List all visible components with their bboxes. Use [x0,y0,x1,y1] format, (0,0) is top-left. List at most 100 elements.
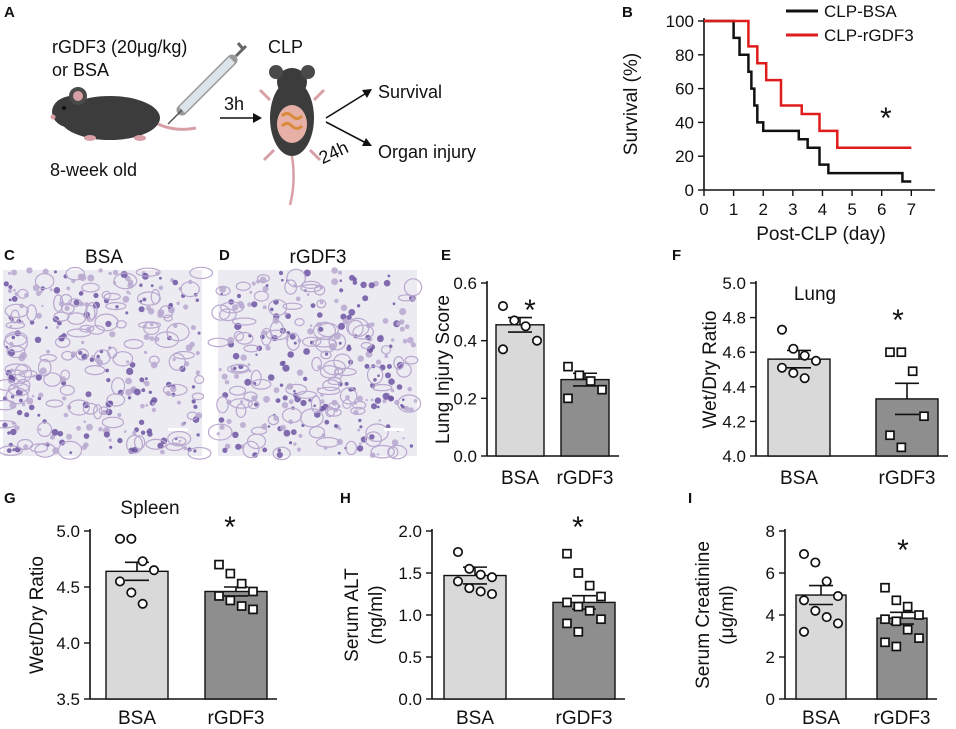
panel-e-category-label: rGDF3 [557,468,614,489]
tissue-alveolus [112,351,134,367]
panel-e-point-rgdf3 [574,370,585,381]
tissue-nucleus [144,377,148,381]
tissue-nucleus [265,345,271,351]
panel-f-y-axis-title: Wet/Dry Ratio [700,311,721,429]
tissue-nucleus [339,279,343,283]
clp-mouse-icon [258,65,326,206]
tissue-alveolus [220,301,245,314]
tissue-nucleus [399,326,405,332]
panel-f-bar-bsa [767,358,831,457]
tissue-nucleus [192,416,200,424]
tissue-alveolus [101,416,125,429]
panel-f-point-rgdf3 [919,411,929,422]
tissue-nucleus [368,349,373,353]
tissue-nucleus [334,424,338,428]
tissue-nucleus [233,366,237,370]
tissue-nucleus [288,441,293,445]
tissue-nucleus [383,279,391,287]
tissue-nucleus [117,412,122,418]
tissue-nucleus [359,425,363,429]
tissue-nucleus [28,404,35,411]
tissue-nucleus [408,407,414,413]
tissue-nucleus [98,268,103,273]
panel-letter-h: H [340,490,351,507]
panel-i-bar-rgdf3 [876,617,928,700]
tissue-nucleus [276,451,283,459]
tissue-alveolus [313,284,326,296]
panel-g-point-bsa [137,556,148,567]
tissue-alveolus [320,350,332,360]
tissue-nucleus [407,336,414,344]
tissue-nucleus [337,270,343,275]
tissue-nucleus [96,354,100,358]
tissue-alveolus [65,266,85,281]
panel-g-y-axis-title: Wet/Dry Ratio [27,556,48,674]
panel-h-y-tick-label: 0.5 [398,648,422,667]
tissue-nucleus [319,300,324,305]
survival-y-tick-label: 60 [675,80,694,99]
tissue-alveolus [4,303,29,319]
tissue-nucleus [143,350,148,355]
tissue-nucleus [233,373,240,379]
tissue-nucleus [127,396,132,400]
tissue-nucleus [300,399,307,407]
panel-g-category-label: BSA [118,708,156,729]
tissue-alveolus [365,423,389,442]
tissue-nucleus [190,325,196,331]
tissue-alveolus [110,377,126,396]
tissue-nucleus [357,428,361,432]
arrow-organ [325,121,369,145]
panel-i-y-tick-label: 2 [766,648,775,667]
tissue-nucleus [377,374,380,378]
tissue-nucleus [26,397,34,405]
panel-h-y-tick-label: 1.5 [398,564,422,583]
tissue-nucleus [251,281,256,286]
tissue-nucleus [278,270,284,276]
tissue-nucleus [106,378,111,383]
tissue-nucleus [387,274,391,278]
tissue-alveolus [136,291,161,306]
panel-f-point-bsa [810,355,822,366]
tissue-nucleus [226,418,232,424]
tissue-alveolus [84,304,96,322]
tissue-alveolus [5,321,26,330]
panel-i-point-rgdf3 [914,633,924,643]
panel-f-category-label: rGDF3 [879,468,936,489]
tissue-alveolus [345,440,358,456]
tissue-nucleus [14,425,20,431]
tissue-nucleus [160,449,165,455]
tissue-nucleus [262,305,267,310]
tissue-nucleus [41,304,44,308]
panel-e-point-rgdf3 [563,361,573,372]
tissue-nucleus [12,448,16,452]
tissue-nucleus [374,397,382,404]
schematic-panel: rGDF3 (20μg/kg) or BSA 8-week old CLP 3h… [50,37,476,206]
tissue-alveolus [0,399,17,411]
survival-ticks: 0 1 2 3 4 5 6 7 0 20 40 60 80 100 [666,12,916,219]
tissue-nucleus [78,291,84,296]
survival-y-tick-label: 80 [675,46,694,65]
panel-g-bar-chart: 3.5 4.0 4.5 5.0 BSA rGDF3 * Spleen Wet/Dry Ratio [27,498,277,729]
tissue-nucleus [105,368,109,373]
mouse-icon [50,87,197,141]
tissue-alveolus [323,359,347,376]
tissue-alveolus [167,430,192,447]
tissue-nucleus [376,453,380,456]
tissue-alveolus [60,369,71,381]
outcome-survival-label: Survival [378,82,442,102]
tissue-nucleus [81,444,87,450]
panel-letter-i: I [688,490,692,507]
tissue-nucleus [364,363,370,369]
tissue-nucleus [344,381,349,386]
tissue-alveolus [388,446,399,458]
panel-g-point-bsa [148,565,160,576]
tissue-alveolus [350,406,366,415]
tissue-nucleus [140,403,145,409]
panel-g-y-tick-label: 5.0 [56,522,80,541]
tissue-nucleus [193,449,197,453]
tissue-nucleus [132,430,137,436]
tissue-nucleus [148,390,152,394]
panel-h-point-rgdf3 [596,614,606,625]
panel-e-point-bsa [497,301,509,312]
tissue-nucleus [8,298,12,302]
